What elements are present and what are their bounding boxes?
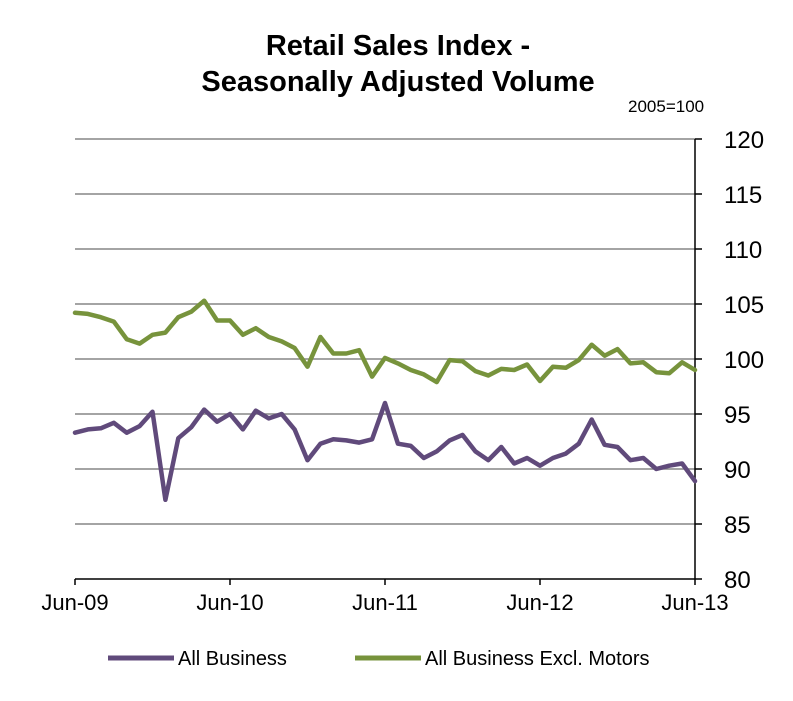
legend: All Business All Business Excl. Motors	[108, 648, 650, 670]
x-tick-label: Jun-12	[506, 590, 573, 615]
y-tick-label: 95	[724, 402, 751, 429]
y-axis-ticks: 80 85 90 95 100 105 110 115 120	[724, 127, 764, 594]
y-tick-label: 105	[724, 292, 764, 319]
chart-title-line-2: Seasonally Adjusted Volume	[201, 66, 594, 98]
legend-label: All Business	[178, 648, 287, 670]
gridlines	[75, 138, 695, 525]
y-tick-label: 120	[724, 127, 764, 154]
x-tick-label: Jun-13	[661, 590, 728, 615]
y-tick-label: 80	[724, 567, 751, 594]
x-tick-label: Jun-10	[196, 590, 263, 615]
y-tick-label: 90	[724, 457, 751, 484]
legend-label: All Business Excl. Motors	[425, 648, 650, 670]
y-tick-label: 110	[724, 237, 762, 264]
y-tick-label: 100	[724, 347, 764, 374]
x-tick-label: Jun-11	[352, 590, 418, 615]
unit-label: 2005=100	[628, 97, 704, 116]
chart-title-line-1: Retail Sales Index -	[266, 30, 530, 62]
axes	[74, 138, 702, 585]
x-tick-label: Jun-09	[41, 590, 108, 615]
x-axis-ticks: Jun-09 Jun-10 Jun-11 Jun-12 Jun-13	[41, 590, 728, 615]
y-tick-label: 85	[724, 512, 751, 539]
series-lines	[72, 298, 698, 503]
y-tick-label: 115	[724, 182, 762, 209]
series-line-all-business	[72, 400, 698, 503]
series-line-all-business-excl-motors	[72, 298, 698, 385]
